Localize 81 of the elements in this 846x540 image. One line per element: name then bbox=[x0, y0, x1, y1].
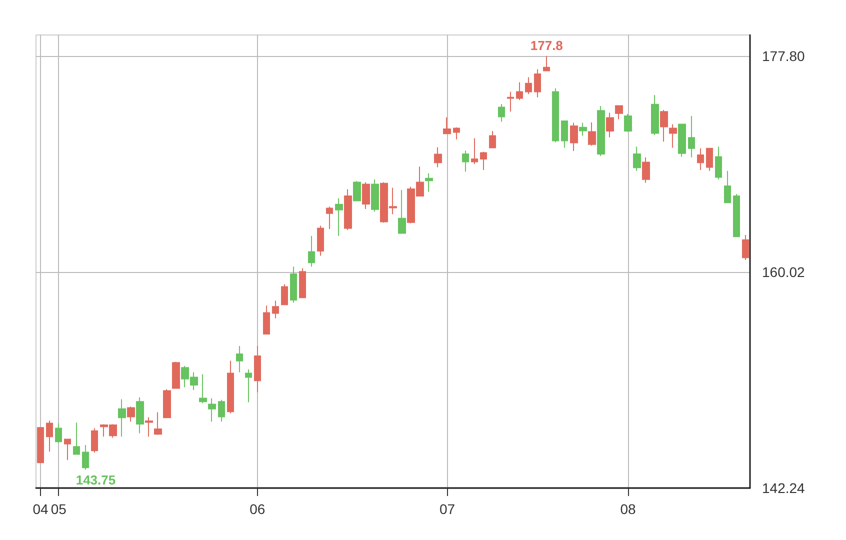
candlestick bbox=[326, 206, 333, 230]
candlestick bbox=[543, 56, 550, 72]
candlestick bbox=[471, 138, 478, 165]
candlestick bbox=[453, 126, 460, 140]
candlestick bbox=[715, 146, 722, 180]
candlestick bbox=[633, 146, 641, 172]
candlestick bbox=[254, 345, 261, 393]
y-tick-label: 177.80 bbox=[762, 48, 806, 64]
candlestick bbox=[55, 422, 62, 444]
candlestick bbox=[570, 122, 578, 152]
x-tick-label: 06 bbox=[250, 501, 266, 517]
candlestick bbox=[724, 170, 731, 204]
candlestick bbox=[37, 427, 44, 464]
candlestick bbox=[353, 180, 361, 202]
candlestick bbox=[272, 300, 279, 319]
candlestick bbox=[688, 116, 695, 158]
candlestick bbox=[425, 172, 433, 192]
candlestick bbox=[516, 82, 523, 100]
candlestick bbox=[706, 148, 713, 172]
candlestick bbox=[579, 122, 587, 136]
candlestick bbox=[624, 113, 632, 132]
candlestick bbox=[118, 398, 126, 438]
candlestick bbox=[498, 104, 505, 122]
candlestick bbox=[344, 188, 352, 230]
candlestick bbox=[398, 190, 406, 234]
y-tick-label: 142.24 bbox=[762, 480, 806, 496]
candlestick bbox=[82, 444, 89, 470]
candlestick bbox=[552, 88, 559, 143]
x-tick-label: 04 bbox=[32, 501, 49, 517]
candlestick bbox=[91, 428, 98, 454]
candlestick bbox=[597, 105, 605, 156]
candlestick bbox=[669, 124, 677, 148]
candlestick bbox=[362, 182, 370, 210]
candlestick bbox=[651, 94, 659, 136]
candlestick bbox=[208, 398, 216, 422]
candlestick bbox=[227, 360, 234, 414]
candlestick bbox=[534, 68, 541, 98]
candlestick bbox=[588, 122, 596, 146]
candlestick bbox=[615, 105, 623, 120]
candlestick bbox=[742, 234, 749, 260]
annotation: 177.8 bbox=[530, 38, 563, 54]
y-tick-label: 160.02 bbox=[762, 264, 806, 280]
candlestick bbox=[507, 91, 514, 112]
candlestick bbox=[172, 361, 180, 389]
candlestick bbox=[697, 148, 704, 170]
candlestick bbox=[163, 388, 171, 418]
candlestick bbox=[335, 198, 343, 236]
candlestick bbox=[145, 416, 153, 438]
candlestick bbox=[678, 124, 686, 158]
candlestick bbox=[290, 266, 297, 304]
candlestick bbox=[199, 374, 207, 404]
x-tick-label: 07 bbox=[439, 501, 456, 517]
candlestick bbox=[480, 151, 487, 170]
annotation: 143.75 bbox=[76, 472, 116, 488]
candlestick bbox=[73, 422, 80, 455]
candlestick bbox=[299, 268, 306, 298]
candlestick bbox=[46, 420, 53, 452]
candlestick bbox=[218, 399, 225, 422]
candlestick bbox=[127, 406, 135, 422]
candlestick bbox=[462, 150, 469, 172]
candlestick bbox=[308, 235, 315, 268]
candlestick bbox=[434, 146, 442, 168]
candlestick bbox=[154, 412, 162, 436]
candlestick bbox=[561, 120, 568, 148]
x-tick-label: 05 bbox=[50, 501, 67, 517]
candlestick bbox=[64, 438, 71, 460]
candlestick bbox=[245, 368, 252, 403]
candlestick bbox=[489, 130, 496, 148]
x-tick-label: 08 bbox=[620, 501, 636, 517]
candlestick bbox=[660, 109, 668, 142]
candlestick bbox=[606, 112, 614, 138]
candlestick bbox=[642, 156, 650, 184]
candlestick bbox=[317, 225, 324, 256]
candlestick bbox=[281, 284, 288, 306]
candlestick bbox=[136, 396, 144, 434]
candlestick bbox=[443, 116, 451, 134]
candlestick bbox=[525, 76, 532, 95]
candlestick bbox=[733, 194, 740, 238]
candlestick bbox=[236, 345, 243, 373]
candlestick bbox=[263, 305, 270, 334]
candlestick bbox=[371, 178, 379, 212]
